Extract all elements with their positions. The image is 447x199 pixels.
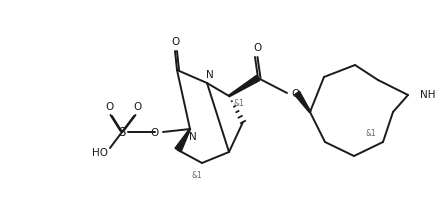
Text: O: O	[151, 128, 159, 138]
Text: O: O	[133, 102, 141, 112]
Polygon shape	[175, 129, 190, 152]
Polygon shape	[295, 91, 311, 112]
Text: O: O	[254, 43, 262, 53]
Text: S: S	[118, 126, 126, 139]
Text: &1: &1	[234, 100, 245, 108]
Text: O: O	[171, 37, 179, 47]
Text: O: O	[105, 102, 113, 112]
Text: N: N	[206, 70, 214, 80]
Polygon shape	[228, 75, 260, 97]
Text: N: N	[189, 132, 197, 142]
Text: O: O	[291, 89, 299, 99]
Text: NH: NH	[420, 90, 435, 100]
Text: HO: HO	[92, 148, 108, 158]
Text: &1: &1	[192, 171, 202, 179]
Text: &1: &1	[365, 130, 376, 139]
